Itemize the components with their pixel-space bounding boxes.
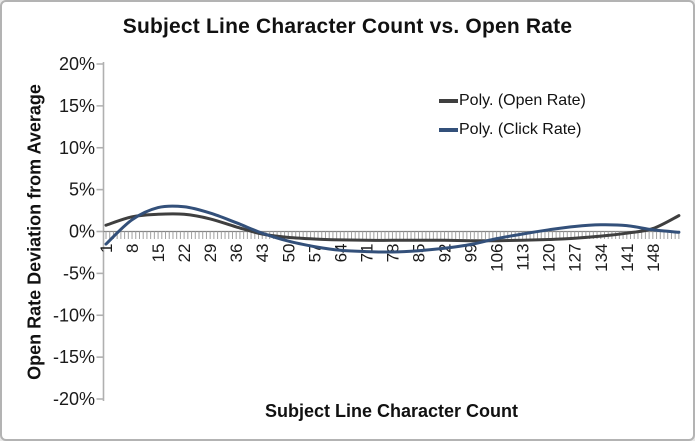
y-tick-label: -5% bbox=[63, 263, 95, 283]
x-tick-label: 8 bbox=[123, 244, 142, 253]
click-rate-curve bbox=[104, 204, 681, 254]
y-tick-label: 10% bbox=[59, 138, 95, 158]
click-rate-line-swatch-icon bbox=[439, 128, 458, 132]
x-tick-label: 22 bbox=[175, 244, 194, 263]
x-tick-label: 134 bbox=[592, 244, 611, 272]
x-tick-label: 127 bbox=[566, 244, 585, 272]
y-tick-label: 5% bbox=[69, 180, 95, 200]
x-tick-label: 43 bbox=[253, 244, 272, 263]
x-tick-label: 50 bbox=[279, 244, 298, 263]
x-tick-label: 64 bbox=[331, 244, 350, 263]
y-tick-label: 0% bbox=[69, 222, 95, 242]
x-tick-label: 113 bbox=[514, 244, 533, 271]
legend: Poly. (Open Rate) Poly. (Click Rate) bbox=[439, 88, 586, 146]
x-tick-label: 148 bbox=[644, 244, 663, 272]
x-tick-label: 141 bbox=[618, 244, 637, 272]
legend-label-open-rate: Poly. (Open Rate) bbox=[459, 92, 586, 109]
open-rate-line-swatch-icon bbox=[439, 99, 458, 103]
y-tick-label: 15% bbox=[59, 96, 95, 116]
y-tick-label: -20% bbox=[53, 389, 95, 409]
x-tick-label: 99 bbox=[462, 244, 481, 263]
x-tick-label: 106 bbox=[488, 243, 507, 271]
x-tick-label: 1 bbox=[97, 244, 116, 253]
y-tick-label: -15% bbox=[53, 347, 95, 367]
legend-label-click-rate: Poly. (Click Rate) bbox=[459, 121, 582, 138]
y-tick-label: 20% bbox=[59, 54, 95, 74]
x-tick-label: 36 bbox=[227, 244, 246, 263]
legend-item-open-rate: Poly. (Open Rate) bbox=[439, 88, 586, 114]
x-tick-label: 120 bbox=[540, 244, 559, 272]
y-tick-label: -10% bbox=[53, 305, 95, 325]
x-tick-label: 29 bbox=[201, 244, 220, 263]
open-rate-curve bbox=[104, 212, 681, 243]
chart-title: Subject Line Character Count vs. Open Ra… bbox=[122, 15, 573, 38]
x-axis-title: Subject Line Character Count bbox=[264, 401, 519, 421]
x-tick-label: 15 bbox=[149, 244, 168, 263]
x-tick-label: 85 bbox=[409, 244, 428, 263]
legend-item-click-rate: Poly. (Click Rate) bbox=[439, 117, 586, 143]
